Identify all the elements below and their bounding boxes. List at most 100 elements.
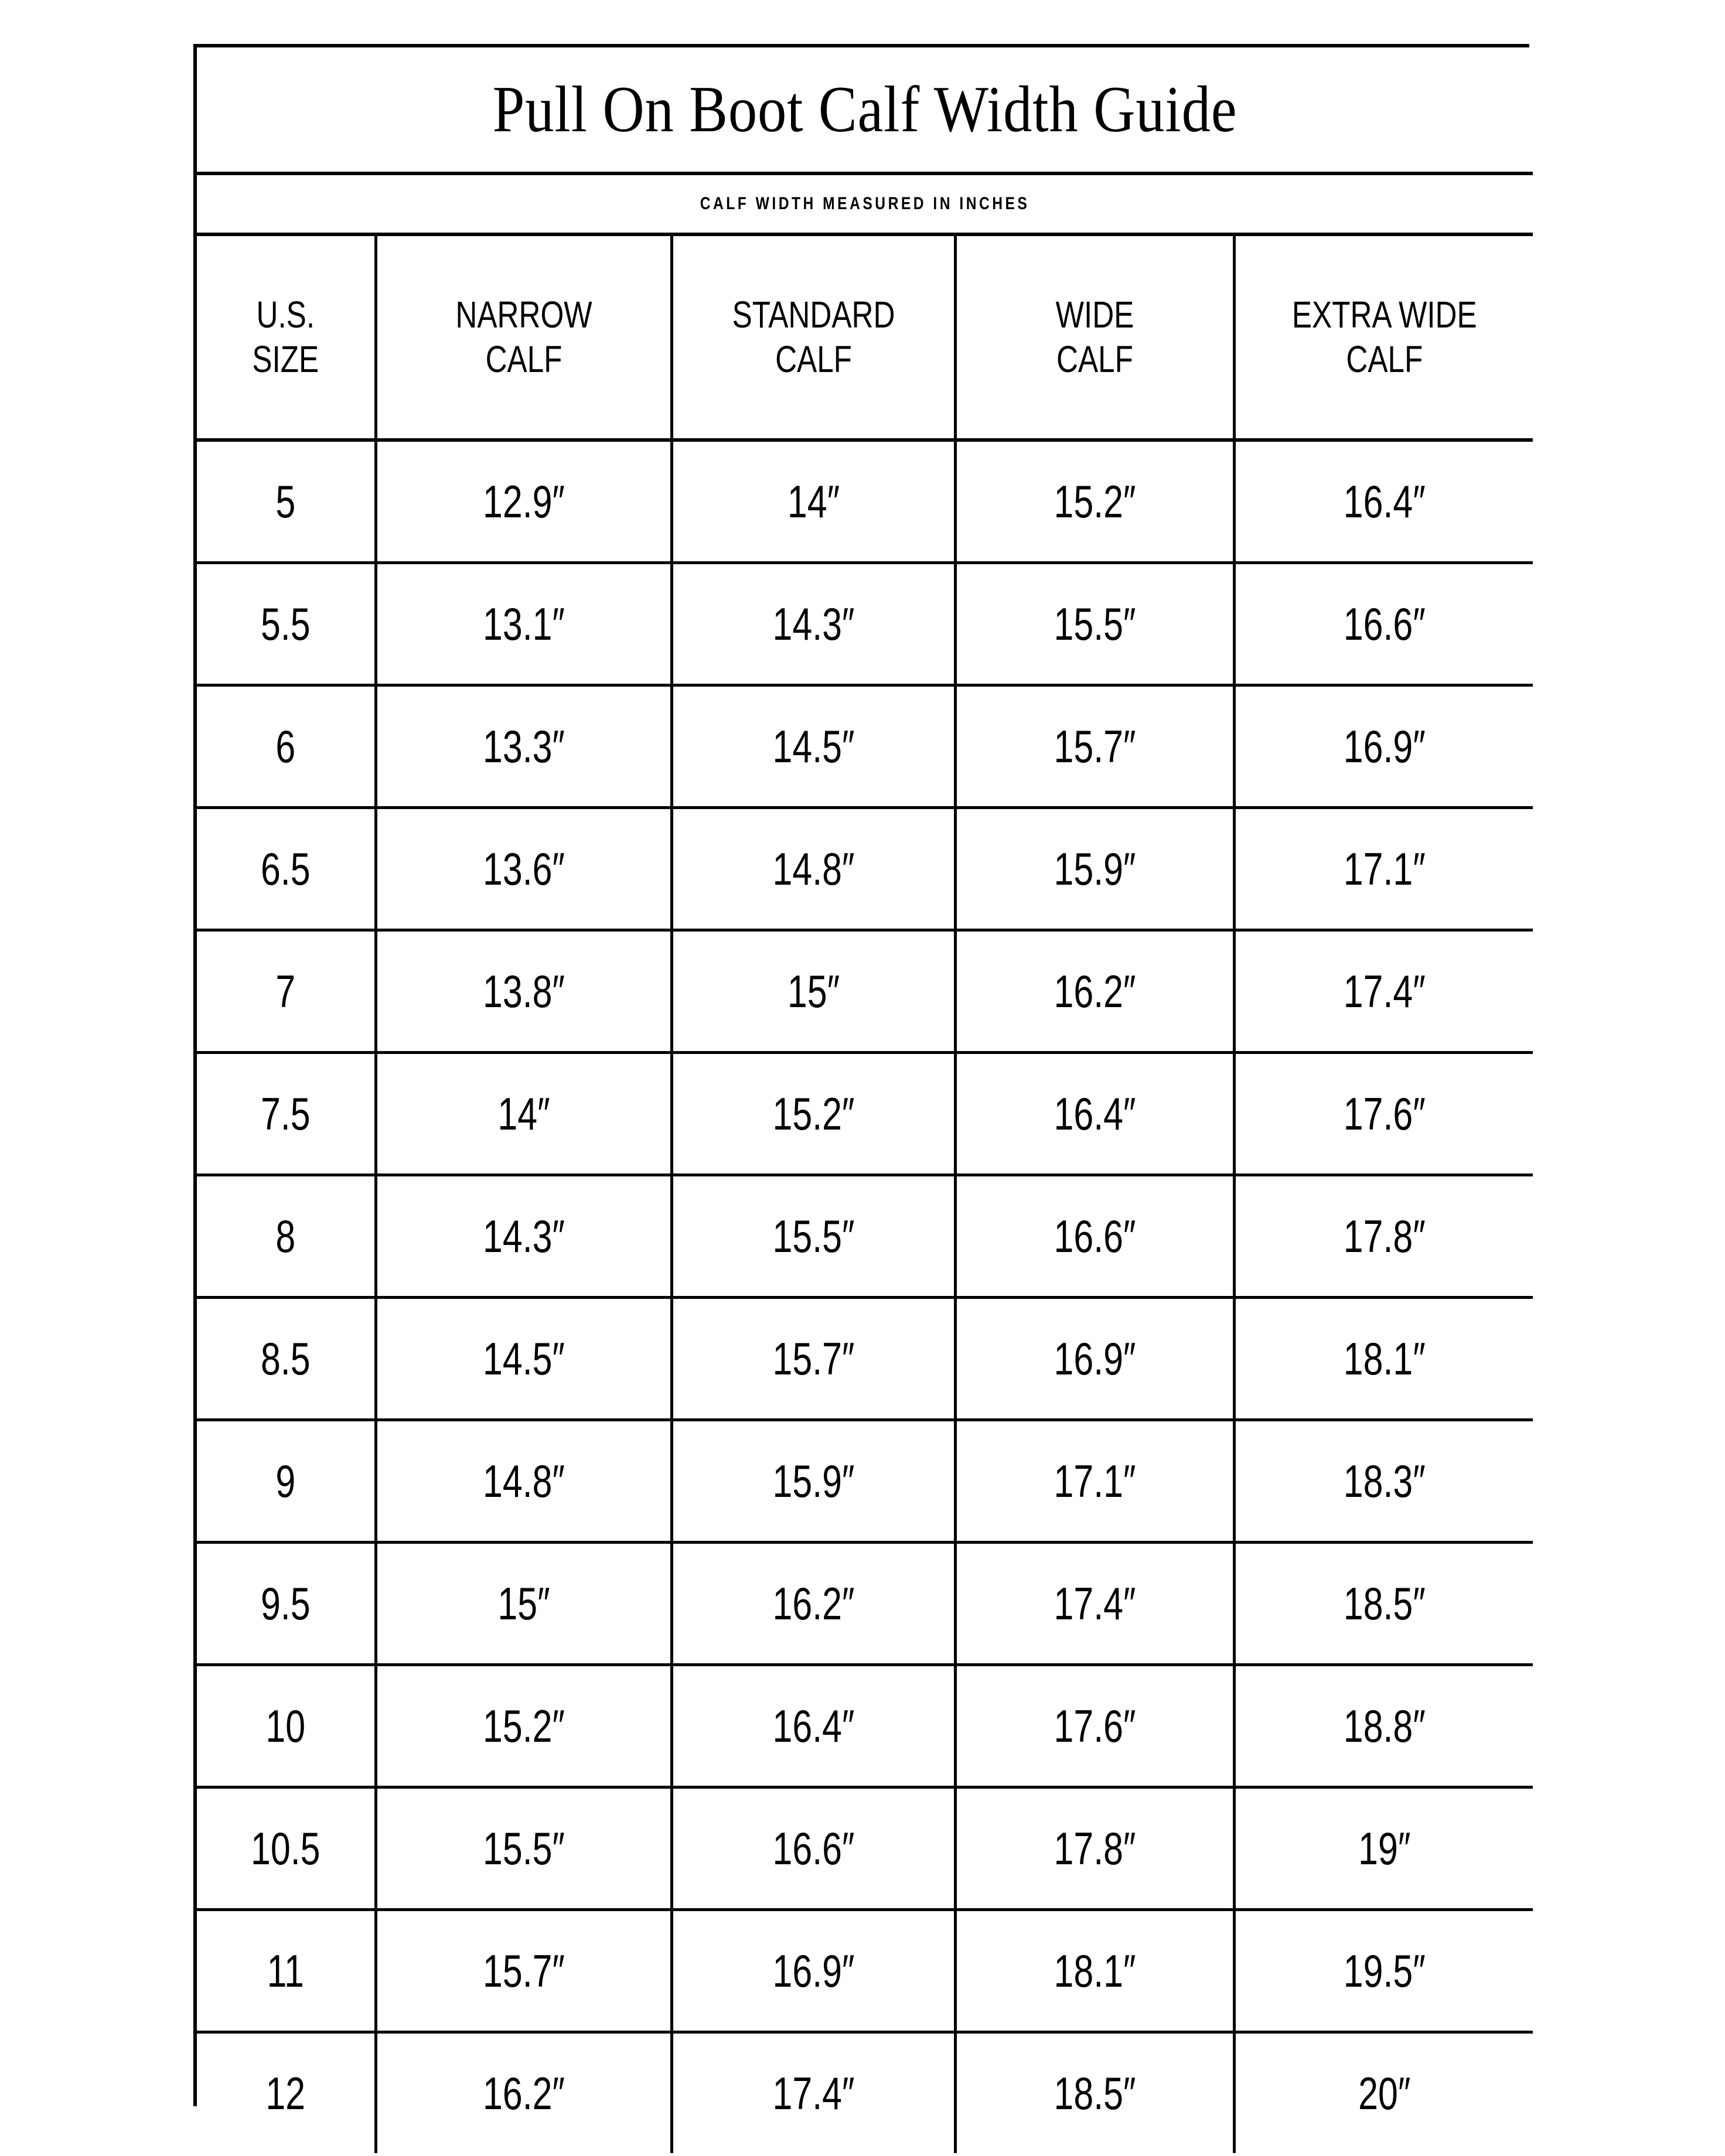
- cell-value: 12: [265, 2068, 306, 2119]
- cell-extra-wide-calf: 16.4″: [1234, 440, 1533, 564]
- cell-value: 17.6″: [1054, 1700, 1136, 1752]
- cell-narrow-calf: 13.6″: [376, 807, 673, 932]
- table-row: 9.5 15″ 16.2″ 17.4″ 18.5″: [197, 1542, 1533, 1666]
- cell-extra-wide-calf: 19″: [1234, 1787, 1533, 1911]
- table-row: 9 14.8″ 15.9″ 17.1″ 18.3″: [197, 1420, 1533, 1544]
- cell-value: 16.9″: [1343, 721, 1426, 772]
- cell-extra-wide-calf: 18.1″: [1234, 1297, 1533, 1421]
- cell-narrow-calf: 13.1″: [376, 562, 673, 687]
- column-header-wide-calf: WIDE CALF: [955, 234, 1236, 442]
- title-row: Pull On Boot Calf Width Guide: [197, 47, 1533, 175]
- cell-value: 14″: [787, 476, 840, 527]
- cell-us-size: 8.5: [197, 1297, 377, 1421]
- cell-value: 11: [267, 1945, 304, 1997]
- calf-width-chart: Pull On Boot Calf Width Guide CALF WIDTH…: [193, 44, 1533, 2153]
- cell-value: 19″: [1358, 1823, 1410, 1874]
- cell-value: 16.6″: [1343, 598, 1426, 650]
- cell-extra-wide-calf: 17.6″: [1234, 1052, 1533, 1176]
- cell-wide-calf: 15.9″: [955, 807, 1236, 932]
- cell-us-size: 6.5: [197, 807, 377, 932]
- table-row: 10 15.2″ 16.4″ 17.6″ 18.8″: [197, 1664, 1533, 1789]
- cell-us-size: 5.5: [197, 562, 377, 687]
- cell-value: 13.3″: [482, 721, 565, 772]
- cell-value: 18.1″: [1343, 1333, 1426, 1384]
- cell-value: 14″: [497, 1088, 550, 1140]
- cell-value: 7: [275, 966, 296, 1017]
- cell-wide-calf: 15.7″: [955, 685, 1236, 809]
- table-row: 12 16.2″ 17.4″ 18.5″ 20″: [197, 2032, 1533, 2153]
- cell-value: 15.7″: [482, 1945, 565, 1997]
- cell-value: 15.7″: [772, 1333, 854, 1384]
- chart-subtitle: CALF WIDTH MEASURED IN INCHES: [700, 194, 1030, 213]
- cell-wide-calf: 17.8″: [955, 1787, 1236, 1911]
- cell-value: 14.8″: [482, 1455, 565, 1507]
- cell-value: 16.4″: [1343, 476, 1426, 527]
- cell-value: 13.1″: [482, 598, 565, 650]
- column-header-label: STANDARD CALF: [732, 293, 895, 380]
- cell-value: 16.4″: [772, 1700, 854, 1752]
- column-header-label: WIDE CALF: [1055, 293, 1134, 380]
- cell-value: 15.9″: [1054, 843, 1136, 895]
- cell-value: 15.2″: [482, 1700, 565, 1752]
- cell-standard-calf: 15.2″: [671, 1052, 957, 1176]
- cell-standard-calf: 14.3″: [671, 562, 957, 687]
- cell-wide-calf: 17.1″: [955, 1420, 1236, 1544]
- cell-value: 9.5: [260, 1578, 311, 1629]
- cell-value: 17.8″: [1054, 1823, 1136, 1874]
- cell-us-size: 9: [197, 1420, 377, 1544]
- cell-value: 13.6″: [482, 843, 565, 895]
- cell-narrow-calf: 15.5″: [376, 1787, 673, 1911]
- cell-wide-calf: 16.2″: [955, 930, 1236, 1054]
- cell-value: 18.1″: [1054, 1945, 1136, 1997]
- cell-standard-calf: 16.9″: [671, 1909, 957, 2034]
- cell-extra-wide-calf: 20″: [1234, 2032, 1533, 2153]
- cell-value: 6: [275, 721, 296, 772]
- cell-standard-calf: 14.8″: [671, 807, 957, 932]
- cell-wide-calf: 16.6″: [955, 1175, 1236, 1299]
- cell-standard-calf: 15″: [671, 930, 957, 1054]
- cell-narrow-calf: 14.3″: [376, 1175, 673, 1299]
- column-header-us-size: U.S. SIZE: [197, 234, 377, 442]
- cell-narrow-calf: 12.9″: [376, 440, 673, 564]
- cell-wide-calf: 17.6″: [955, 1664, 1236, 1789]
- calf-width-table: Pull On Boot Calf Width Guide CALF WIDTH…: [197, 47, 1533, 2153]
- column-header-standard-calf: STANDARD CALF: [671, 234, 957, 442]
- cell-wide-calf: 15.5″: [955, 562, 1236, 687]
- table-row: 5.5 13.1″ 14.3″ 15.5″ 16.6″: [197, 562, 1533, 687]
- cell-value: 5.5: [260, 598, 311, 650]
- subtitle-row: CALF WIDTH MEASURED IN INCHES: [197, 173, 1533, 236]
- cell-value: 5: [275, 476, 296, 527]
- cell-value: 8.5: [260, 1333, 311, 1384]
- cell-extra-wide-calf: 18.5″: [1234, 1542, 1533, 1666]
- column-header-narrow-calf: NARROW CALF: [376, 234, 673, 442]
- cell-value: 6.5: [260, 843, 311, 895]
- cell-value: 9: [275, 1455, 296, 1507]
- cell-us-size: 12: [197, 2032, 377, 2153]
- table-row: 11 15.7″ 16.9″ 18.1″ 19.5″: [197, 1909, 1533, 2034]
- column-header-label: U.S. SIZE: [252, 293, 319, 380]
- cell-wide-calf: 16.9″: [955, 1297, 1236, 1421]
- table-row: 7.5 14″ 15.2″ 16.4″ 17.6″: [197, 1052, 1533, 1176]
- table-row: 8.5 14.5″ 15.7″ 16.9″ 18.1″: [197, 1297, 1533, 1421]
- cell-value: 17.4″: [1343, 966, 1426, 1017]
- table-row: 7 13.8″ 15″ 16.2″ 17.4″: [197, 930, 1533, 1054]
- cell-value: 14.8″: [772, 843, 854, 895]
- cell-value: 20″: [1358, 2068, 1410, 2119]
- cell-wide-calf: 18.5″: [955, 2032, 1236, 2153]
- cell-value: 16.6″: [1054, 1210, 1136, 1262]
- column-header-label: NARROW CALF: [455, 293, 592, 380]
- column-header-extra-wide-calf: EXTRA WIDE CALF: [1234, 234, 1533, 442]
- cell-us-size: 9.5: [197, 1542, 377, 1666]
- cell-standard-calf: 16.2″: [671, 1542, 957, 1666]
- cell-narrow-calf: 14″: [376, 1052, 673, 1176]
- cell-narrow-calf: 15.7″: [376, 1909, 673, 2034]
- cell-us-size: 7.5: [197, 1052, 377, 1176]
- chart-title-cell: Pull On Boot Calf Width Guide: [197, 47, 1533, 175]
- cell-value: 13.8″: [482, 966, 565, 1017]
- cell-standard-calf: 14″: [671, 440, 957, 564]
- cell-value: 10.5: [251, 1823, 321, 1874]
- cell-value: 16.9″: [772, 1945, 854, 1997]
- cell-us-size: 10.5: [197, 1787, 377, 1911]
- cell-narrow-calf: 15.2″: [376, 1664, 673, 1789]
